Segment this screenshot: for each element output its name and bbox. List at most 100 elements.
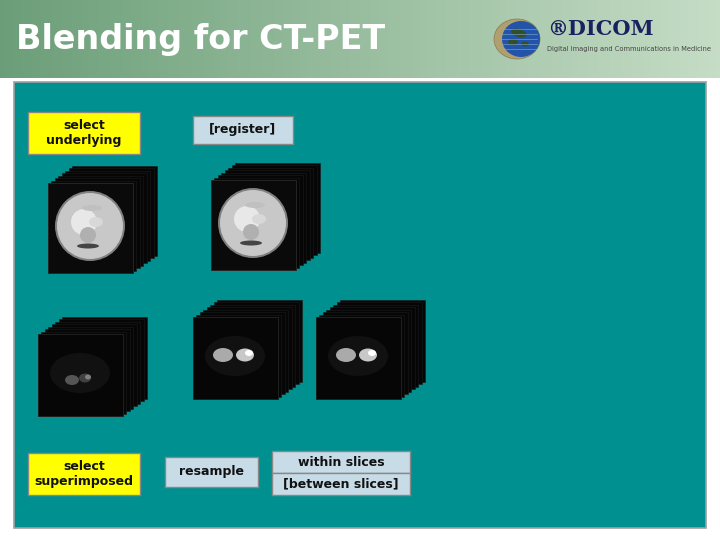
Bar — [34, 0, 36, 78]
Bar — [619, 0, 621, 78]
Bar — [672, 0, 675, 78]
Bar — [24, 0, 27, 78]
Bar — [490, 0, 492, 78]
Bar — [631, 0, 634, 78]
Bar — [621, 0, 624, 78]
Bar — [549, 0, 552, 78]
Bar — [41, 332, 126, 414]
Bar — [36, 0, 38, 78]
Bar — [538, 0, 540, 78]
Bar — [367, 0, 369, 78]
Bar — [713, 0, 715, 78]
Bar — [297, 0, 300, 78]
Bar — [315, 0, 317, 78]
Bar — [137, 0, 139, 78]
Ellipse shape — [336, 348, 356, 362]
Bar — [487, 0, 490, 78]
Bar — [612, 0, 614, 78]
Bar — [192, 317, 277, 399]
Bar — [276, 0, 279, 78]
Bar — [531, 0, 533, 78]
Ellipse shape — [328, 336, 388, 376]
Bar — [151, 0, 153, 78]
Ellipse shape — [82, 205, 102, 211]
Bar — [715, 0, 718, 78]
Bar — [228, 0, 230, 78]
Bar — [232, 165, 317, 255]
Bar — [65, 0, 67, 78]
Bar — [281, 0, 283, 78]
Bar — [567, 0, 569, 78]
Circle shape — [71, 209, 97, 235]
Circle shape — [57, 193, 123, 259]
Bar — [58, 176, 143, 266]
Bar — [624, 0, 626, 78]
Bar — [53, 0, 55, 78]
Bar — [463, 0, 466, 78]
Bar — [708, 0, 711, 78]
Bar — [492, 0, 495, 78]
Bar — [158, 0, 161, 78]
Bar — [415, 0, 418, 78]
Bar — [319, 0, 322, 78]
Bar — [679, 0, 682, 78]
Bar — [343, 0, 346, 78]
Bar — [96, 0, 99, 78]
Bar — [449, 0, 451, 78]
Bar — [72, 165, 157, 255]
Bar — [603, 0, 605, 78]
Bar — [142, 0, 144, 78]
Bar — [0, 78, 720, 80]
Bar — [593, 0, 595, 78]
Bar — [545, 0, 547, 78]
Bar — [703, 0, 706, 78]
Bar — [312, 0, 315, 78]
Bar — [598, 0, 600, 78]
Bar — [338, 0, 341, 78]
Bar — [662, 0, 665, 78]
Bar — [178, 0, 180, 78]
Bar — [405, 0, 408, 78]
Bar — [9, 0, 12, 78]
Bar — [125, 0, 127, 78]
Ellipse shape — [521, 42, 529, 46]
Bar — [283, 0, 286, 78]
Bar — [257, 0, 259, 78]
Bar — [441, 0, 444, 78]
Bar — [55, 321, 140, 403]
Bar — [77, 0, 79, 78]
Text: Blending for CT-PET: Blending for CT-PET — [16, 23, 385, 56]
Bar — [391, 0, 394, 78]
Bar — [427, 0, 430, 78]
Bar — [43, 0, 45, 78]
Bar — [99, 0, 101, 78]
Bar — [233, 0, 235, 78]
Bar — [132, 0, 135, 78]
Bar — [684, 0, 686, 78]
Ellipse shape — [511, 29, 527, 37]
Bar — [333, 305, 418, 387]
Bar — [610, 0, 612, 78]
Bar — [379, 0, 382, 78]
Bar — [475, 0, 477, 78]
Bar — [207, 307, 292, 389]
Bar — [269, 0, 271, 78]
Bar — [329, 0, 331, 78]
Bar — [271, 0, 274, 78]
Bar — [477, 0, 480, 78]
Bar — [351, 0, 353, 78]
Bar — [117, 0, 120, 78]
Bar — [495, 0, 497, 78]
Bar — [718, 0, 720, 78]
Text: select
underlying: select underlying — [46, 119, 122, 147]
Bar — [272, 451, 410, 473]
Bar — [81, 0, 84, 78]
Bar — [614, 0, 617, 78]
Circle shape — [55, 191, 125, 261]
Circle shape — [80, 227, 96, 243]
Bar — [50, 0, 53, 78]
Bar — [72, 0, 74, 78]
Bar — [660, 0, 662, 78]
Bar — [466, 0, 468, 78]
Bar — [353, 0, 355, 78]
